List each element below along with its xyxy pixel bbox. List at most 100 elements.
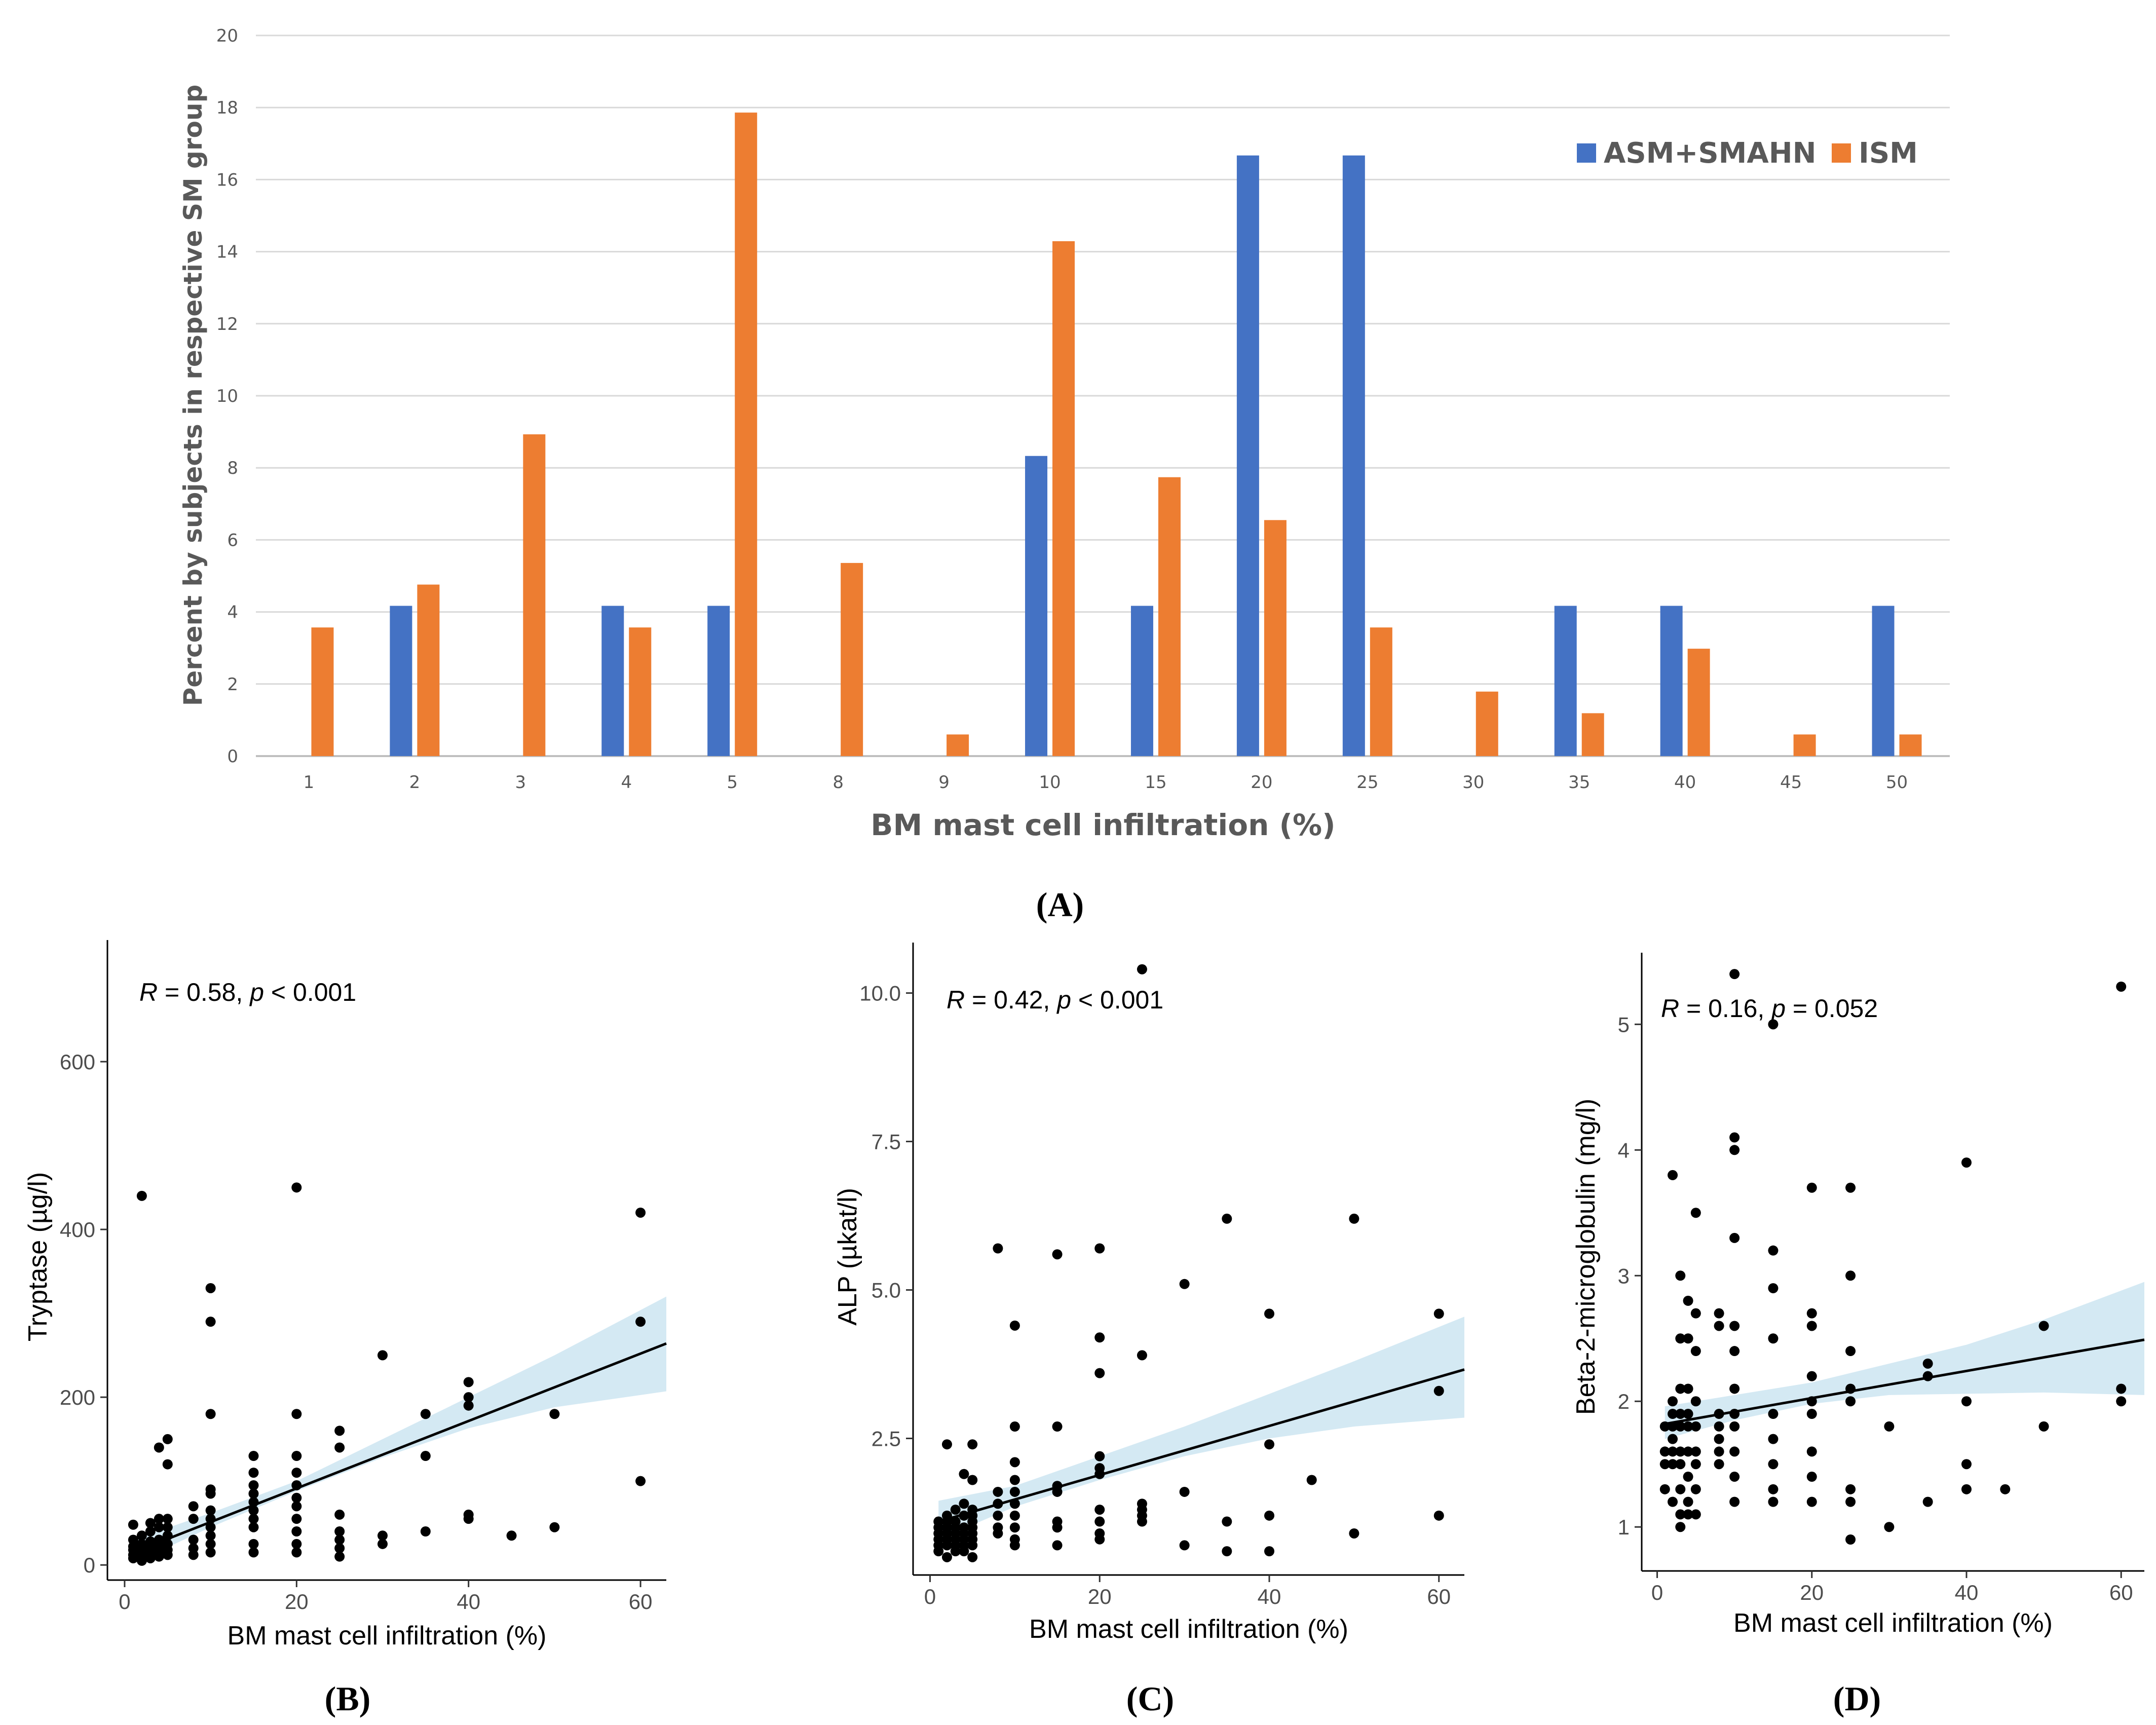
bar-ism-4 [629, 627, 652, 756]
x-tick-label: 60 [2109, 1581, 2133, 1604]
x-tick-label: 0 [1651, 1581, 1663, 1604]
data-point [1768, 1283, 1779, 1294]
confidence-band [133, 1296, 666, 1563]
data-point [248, 1468, 259, 1478]
data-point [1806, 1446, 1817, 1457]
r-symbol: R [139, 978, 158, 1006]
bar-asm-smahn-35 [1554, 606, 1577, 756]
data-point [1714, 1321, 1724, 1331]
data-point [549, 1522, 560, 1532]
data-point [162, 1522, 173, 1532]
x-tick-label: 10 [1039, 772, 1061, 793]
bar-ism-45 [1793, 734, 1816, 756]
data-point [1714, 1308, 1724, 1319]
p-symbol: p [249, 978, 264, 1006]
x-tick-label: 1 [304, 772, 315, 793]
data-point [248, 1514, 259, 1524]
data-point [1961, 1459, 1972, 1470]
data-point [420, 1409, 431, 1419]
x-tick-label: 20 [1251, 772, 1272, 793]
bar-ism-30 [1476, 691, 1498, 756]
data-point [291, 1451, 302, 1461]
data-point [1052, 1540, 1063, 1551]
bar-ism-50 [1899, 734, 1922, 756]
data-point [1690, 1308, 1701, 1319]
data-point [1690, 1509, 1701, 1520]
data-point [1714, 1434, 1724, 1444]
data-point [291, 1514, 302, 1524]
data-point [2116, 1396, 2127, 1407]
data-point [1094, 1528, 1105, 1539]
scatter-chart-D: 0 20 40 60 1 2 3 4 5 BM mast cell infiltration (%… [1571, 953, 2145, 1718]
data-point [959, 1469, 969, 1479]
x-tick-label: 45 [1780, 772, 1802, 793]
data-point [959, 1498, 969, 1509]
data-point [1806, 1321, 1817, 1331]
data-point [1729, 1346, 1740, 1357]
x-tick-label: 5 [727, 772, 738, 793]
scatter-chart-C: 0 20 40 60 2.5 5.0 7.5 10.0 BM mast cell infiltr… [833, 943, 1465, 1718]
panel-label-B: (B) [325, 1679, 371, 1718]
data-point [136, 1190, 147, 1201]
data-point [334, 1526, 345, 1536]
x-tick-label: 25 [1356, 772, 1378, 793]
data-point [1094, 1505, 1105, 1515]
y-axis-title: Percent by subjects in respective SM gro… [178, 85, 208, 706]
y-axis-title: ALP (µkat/l) [833, 1188, 862, 1326]
r-value: = 0.58, [158, 978, 250, 1006]
panel-label-C: (C) [1126, 1679, 1174, 1718]
data-point [1922, 1496, 1933, 1507]
data-point [1675, 1421, 1686, 1432]
data-point [1264, 1510, 1275, 1521]
data-point [188, 1543, 199, 1554]
data-point [1806, 1472, 1817, 1482]
data-point [1768, 1434, 1779, 1444]
y-tick-label: 0 [84, 1553, 95, 1577]
x-tick-label: 35 [1568, 772, 1590, 793]
data-point [1845, 1484, 1856, 1494]
data-point [1806, 1182, 1817, 1193]
data-point [1675, 1333, 1686, 1344]
data-point [162, 1434, 173, 1444]
data-point [1683, 1509, 1693, 1520]
y-tick-label: 4 [227, 603, 238, 623]
data-point [1683, 1409, 1693, 1419]
data-point [1845, 1396, 1856, 1407]
data-point [291, 1182, 302, 1193]
p-symbol: p [1770, 994, 1786, 1023]
data-point [1222, 1213, 1232, 1224]
data-point [1845, 1346, 1856, 1357]
y-tick-label: 12 [216, 314, 238, 334]
data-point [162, 1514, 173, 1524]
x-tick-label: 2 [409, 772, 421, 793]
x-tick-label: 60 [629, 1590, 653, 1614]
legend-swatch-ism [1832, 143, 1851, 163]
data-point [1884, 1421, 1895, 1432]
data-point [1683, 1333, 1693, 1344]
data-point [334, 1442, 345, 1453]
data-point [1675, 1484, 1686, 1494]
data-point [377, 1350, 388, 1361]
data-point [1349, 1528, 1359, 1539]
bar-ism-15 [1158, 477, 1181, 756]
data-point [1659, 1446, 1670, 1457]
data-point [1009, 1510, 1020, 1521]
data-point [1179, 1279, 1190, 1289]
r-symbol: R [1661, 994, 1679, 1023]
data-point [1729, 1321, 1740, 1331]
data-point [1714, 1459, 1724, 1470]
y-tick-label: 600 [60, 1050, 95, 1074]
data-point [145, 1526, 156, 1536]
x-tick-label: 20 [285, 1590, 309, 1614]
data-point [2116, 1383, 2127, 1394]
data-point [1690, 1459, 1701, 1470]
data-point [1806, 1371, 1817, 1381]
data-point [967, 1475, 978, 1485]
x-tick-label: 15 [1145, 772, 1166, 793]
data-point [635, 1207, 646, 1218]
data-point [1179, 1540, 1190, 1551]
x-tick-label: 9 [938, 772, 950, 793]
data-point [463, 1509, 474, 1520]
data-point [1690, 1346, 1701, 1357]
